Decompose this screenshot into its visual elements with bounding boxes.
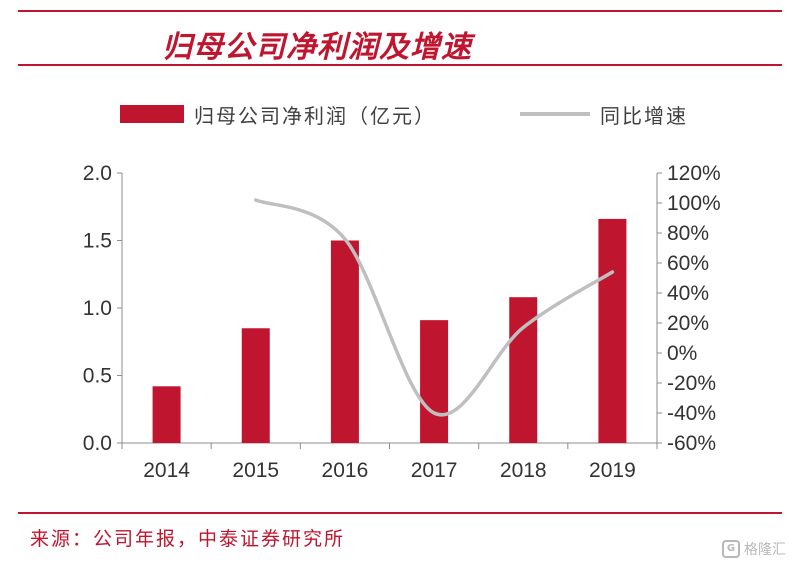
title-rule [18, 64, 782, 66]
y-left-tick-label: 1.0 [83, 297, 112, 320]
y-right-tick-label: 0% [667, 342, 697, 365]
x-tick-label: 2017 [411, 459, 458, 482]
x-tick-label: 2016 [322, 459, 369, 482]
watermark: G 格隆汇 [722, 539, 786, 559]
bar [152, 386, 181, 443]
legend-line-label: 同比增速 [600, 103, 688, 128]
source-note: 来源：公司年报，中泰证券研究所 [30, 528, 346, 550]
y-right-tick-label: 100% [667, 192, 721, 215]
bar [420, 320, 449, 443]
y-right-tick-label: 40% [667, 282, 709, 305]
y-left-tick-label: 1.5 [83, 230, 112, 253]
legend-item-line: 同比增速 [520, 98, 688, 130]
top-rule [18, 10, 782, 12]
y-right-tick-label: 20% [667, 312, 709, 335]
x-tick-label: 2018 [500, 459, 547, 482]
y-left-tick-label: 0.5 [83, 365, 112, 388]
growth-line [254, 198, 615, 417]
footer-rule [18, 512, 782, 514]
legend-bar-label: 归母公司净利润（亿元） [194, 103, 436, 128]
y-right-tick-label: 120% [667, 162, 721, 185]
y-right-tick-label: 60% [667, 252, 709, 275]
page-title: 归母公司净利润及增速 [162, 30, 472, 65]
x-tick-label: 2014 [143, 459, 190, 482]
legend-bar-swatch [120, 105, 184, 123]
legend-line-swatch [520, 112, 590, 116]
y-right-tick-label: -40% [667, 402, 716, 425]
chart-legend: 归母公司净利润（亿元） 同比增速 [120, 98, 760, 130]
y-left-tick-label: 0.0 [83, 432, 112, 455]
watermark-text: 格隆汇 [744, 542, 786, 558]
legend-item-bar: 归母公司净利润（亿元） [120, 98, 436, 130]
x-tick-label: 2019 [589, 459, 636, 482]
bar [330, 240, 359, 443]
y-right-tick-label: -20% [667, 372, 716, 395]
y-left-tick-label: 2.0 [83, 162, 112, 185]
watermark-logo-icon: G [722, 540, 740, 558]
bar [241, 328, 270, 443]
y-right-tick-label: -60% [667, 432, 716, 455]
bar [598, 218, 627, 443]
x-tick-label: 2015 [232, 459, 279, 482]
y-right-tick-label: 80% [667, 222, 709, 245]
